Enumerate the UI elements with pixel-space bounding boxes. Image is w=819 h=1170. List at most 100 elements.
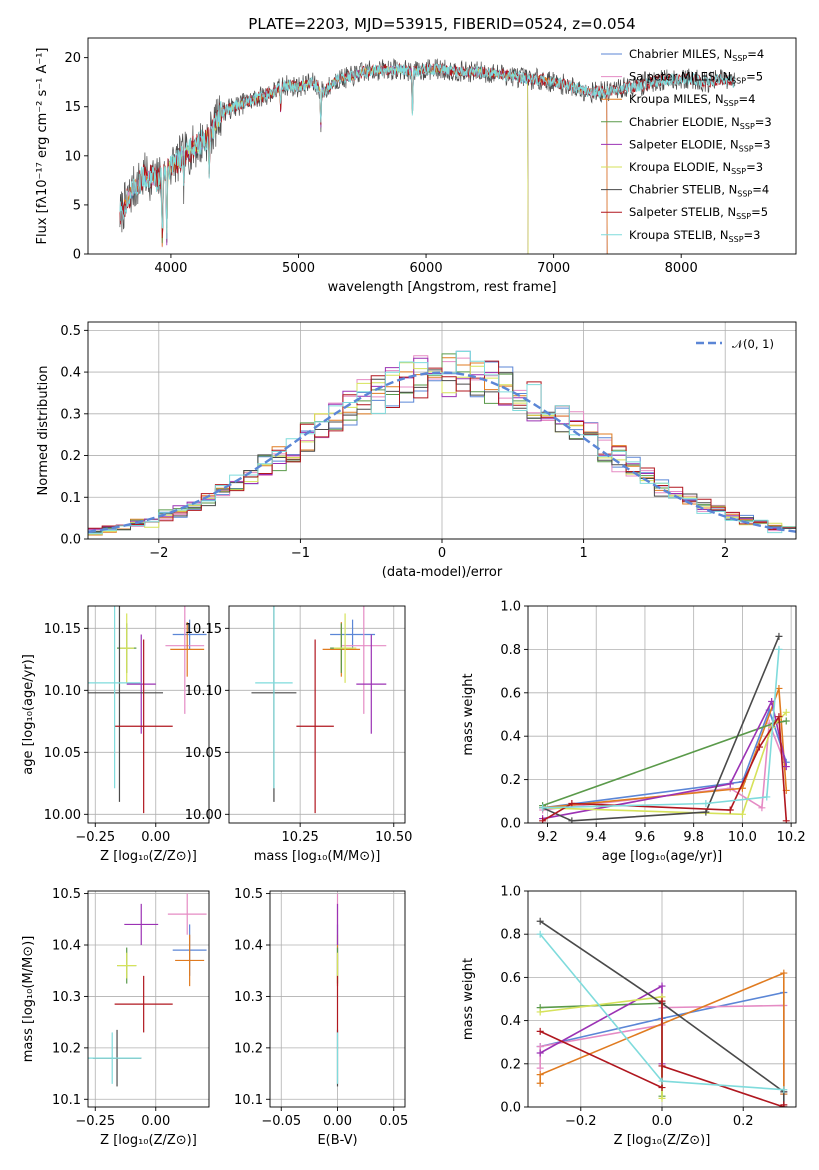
- y-tick-label: 10.10: [185, 684, 222, 699]
- y-tick-label: 0.8: [500, 928, 521, 943]
- y-tick-label: 10.4: [52, 939, 81, 954]
- x-tick-label: 10.25: [282, 830, 319, 845]
- y-tick-label: 0.4: [500, 1014, 521, 1029]
- x-tick-label: 0: [438, 546, 446, 561]
- errorbar-salpeter-miles: [341, 606, 387, 714]
- errorbar-salpeter-elodie: [124, 903, 159, 945]
- legend-label-text: Salpeter ELODIE, N: [629, 137, 739, 151]
- weight-marker: [658, 982, 666, 990]
- weight-series-kroupa-stelib: [536, 930, 788, 1094]
- y-tick-label: 10.05: [44, 746, 81, 761]
- legend-label-text: Salpeter MILES, N: [629, 70, 731, 84]
- x-axis-label: mass [log₁₀(M/M⊙)]: [254, 849, 381, 864]
- y-axis-label: mass weight: [461, 958, 476, 1040]
- y-tick-label: 10.00: [44, 808, 81, 823]
- weight-marker: [536, 1064, 544, 1072]
- weight-marker: [536, 1049, 544, 1057]
- x-tick-label: 0.05: [379, 1114, 408, 1129]
- grid: [229, 606, 405, 823]
- weight-marker: [758, 804, 766, 812]
- age-vs-mass-panel: 10.25 10.50 10.00 10.05 10.10 10.15 mass [log₁…: [185, 605, 412, 864]
- axes: −0.25 0.00 10.00 10.05 10.10 10.15 Z [log₁₀(Z/…: [21, 605, 210, 864]
- y-tick-label: 10.00: [185, 808, 222, 823]
- y-tick-label: 10.5: [52, 887, 81, 902]
- errorbar-chabrier-miles: [330, 619, 376, 650]
- y-tick-label: 10.15: [44, 622, 81, 637]
- legend-label-count: =3: [744, 228, 761, 242]
- x-tick-label: 9.2: [537, 830, 558, 845]
- residual-histogram-panel: −2 −1 0 1 2 0.0 0.1 0.2 0.3 0.4 0.5 (data-model)/er…: [36, 321, 797, 580]
- weight-marker: [568, 817, 576, 823]
- axes: −0.05 0.00 0.05 10.1 10.2 10.3 10.4 10.5 E(B-V): [234, 887, 408, 1148]
- legend-label: Kroupa STELIB, NSSP=3: [629, 228, 760, 244]
- errorbar-kroupa-elodie: [119, 613, 134, 683]
- x-tick-label: 0.2: [733, 1114, 754, 1129]
- errorbar-salpeter-miles: [165, 606, 205, 714]
- x-tick-label: −0.25: [75, 1114, 115, 1129]
- x-tick-label: 9.6: [635, 830, 656, 845]
- legend-label: Salpeter ELODIE, NSSP=3: [629, 137, 771, 153]
- legend-label-subscript: SSP: [740, 122, 755, 131]
- weight-marker: [536, 1079, 544, 1087]
- spectrum-series-salpeter-miles: [122, 65, 608, 254]
- age-vs-metallicity-panel: −0.25 0.00 10.00 10.05 10.10 10.15 Z [log₁₀(Z/…: [21, 605, 210, 864]
- weight-marker: [536, 917, 544, 925]
- x-axis-label: Z [log₁₀(Z/Z⊙)]: [100, 849, 197, 864]
- weight-marker: [536, 1071, 544, 1079]
- errorbar-salpeter-stelib: [114, 975, 173, 1033]
- legend-label-text: Salpeter STELIB, N: [629, 205, 736, 219]
- axes-frame: [87, 605, 210, 824]
- errorbar-kroupa-stelib: [255, 606, 293, 789]
- y-tick-label: 0.4: [500, 730, 521, 745]
- y-axis-label: mass weight: [461, 673, 476, 755]
- legend-label: Kroupa MILES, NSSP=4: [629, 92, 755, 108]
- weight-marker: [782, 708, 790, 716]
- y-tick-label: 10.2: [52, 1041, 81, 1056]
- x-tick-label: 5000: [282, 261, 315, 276]
- legend-label: 𝒩(0, 1): [732, 337, 774, 351]
- legend-label-subscript: SSP: [732, 54, 747, 63]
- weight-marker: [568, 799, 576, 807]
- weight-marker: [755, 743, 763, 751]
- axes: 4000 5000 6000 7000 8000 0 5 10 15 20 wavelength […: [35, 37, 797, 295]
- legend-label: Chabrier ELODIE, NSSP=3: [629, 115, 772, 131]
- y-tick-label: 10: [64, 149, 81, 164]
- weight-marker: [780, 969, 788, 977]
- y-tick-label: 0.6: [500, 686, 521, 701]
- x-tick-label: 10.50: [375, 830, 412, 845]
- weight-marker: [780, 1086, 788, 1094]
- weight-marker: [658, 1077, 666, 1085]
- errorbar-salpeter-elodie: [126, 634, 156, 734]
- errorbar-kroupa-miles: [170, 622, 205, 677]
- weight-series-kroupa-elodie: [536, 993, 666, 1102]
- legend-label-subscript: SSP: [737, 190, 752, 199]
- weight-line: [539, 920, 785, 1107]
- legend-label-text: Kroupa ELODIE, N: [629, 160, 731, 174]
- axes-frame: [87, 890, 210, 1108]
- legend-label-count: =5: [746, 70, 763, 84]
- legend-label-count: =4: [747, 47, 764, 61]
- legend-label-count: =5: [751, 205, 768, 219]
- weight-marker: [726, 780, 734, 788]
- weight-marker: [658, 1094, 666, 1102]
- errorbar-kroupa-elodie: [117, 952, 137, 979]
- x-tick-label: −1: [291, 546, 310, 561]
- errorbar-salpeter-stelib: [296, 639, 334, 814]
- legend-label-count: =3: [754, 137, 771, 151]
- legend-label-subscript: SSP: [729, 235, 744, 244]
- spectrum-series-kroupa-elodie: [155, 64, 529, 254]
- legend-label-subscript: SSP: [731, 77, 746, 86]
- weight-marker: [782, 817, 790, 823]
- axes-frame: [228, 605, 406, 824]
- legend-label-text: Chabrier ELODIE, N: [629, 115, 740, 129]
- plot-area: [251, 606, 387, 814]
- weight-marker: [539, 804, 547, 812]
- x-tick-label: 8000: [665, 261, 698, 276]
- legend: 𝒩(0, 1): [696, 337, 774, 351]
- legend-label: Chabrier MILES, NSSP=4: [629, 47, 764, 63]
- weight-marker: [658, 1062, 666, 1070]
- errorbar-kroupa-miles: [175, 934, 205, 987]
- spectrum-series-kroupa-stelib: [119, 62, 736, 239]
- y-tick-label: 0.8: [500, 643, 521, 658]
- x-tick-label: 4000: [154, 261, 187, 276]
